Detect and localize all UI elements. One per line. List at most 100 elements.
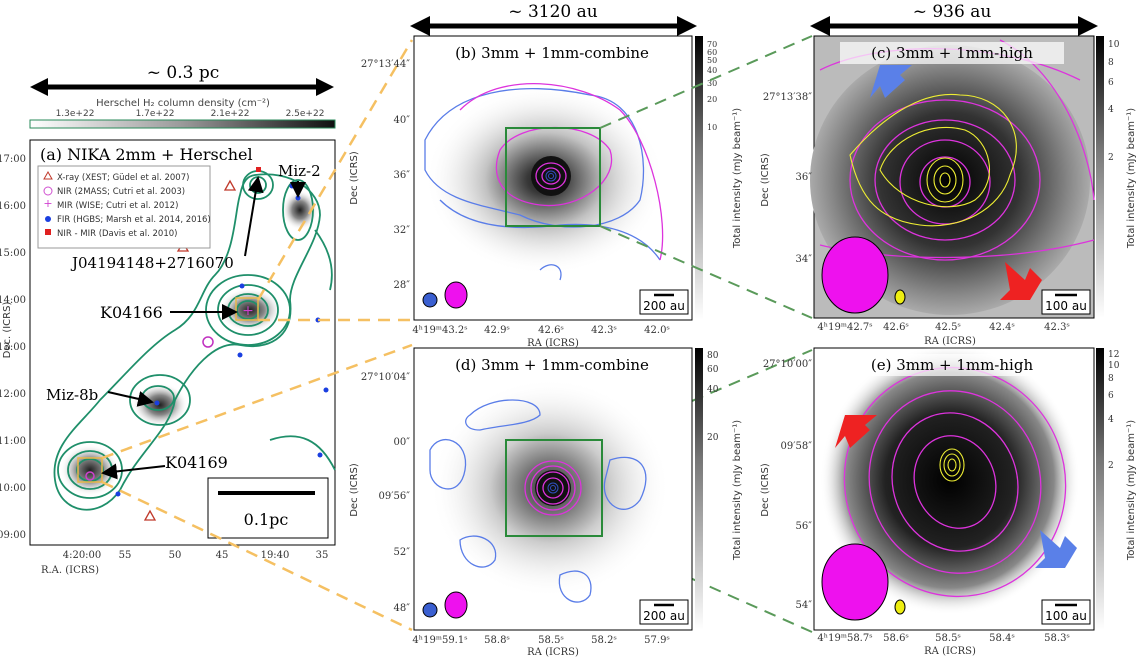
panel-e-cbar-tick: 12 [1108, 350, 1119, 360]
panel-b-ylabel: Dec (ICRS) [349, 151, 360, 205]
panel-b-xtick: 42.6ˢ [538, 325, 564, 336]
panel-b-cbar-tick: 70 [707, 40, 717, 49]
panel-a-xlabel: R.A. (ICRS) [41, 565, 99, 576]
panel-c-title: (c) 3mm + 1mm-high [871, 44, 1033, 62]
panel-d-cbar-tick: 80 [707, 351, 719, 361]
panel-e-ytick: 09′58″ [781, 441, 813, 452]
panel-b-ytick: 32″ [394, 225, 411, 236]
scale-label-right: ~ 936 au [913, 2, 992, 22]
panel-e-cbar-label: Total intensity (mJy beam⁻¹) [1126, 420, 1137, 561]
svg-text:+: + [242, 303, 254, 319]
panel-c-ytick: 36″ [796, 172, 813, 183]
panel-e-xtick: 58.3ˢ [1044, 633, 1070, 644]
panel-e-xtick: 58.4ˢ [989, 633, 1015, 644]
panel-e-cbar-tick: 8 [1108, 374, 1114, 384]
panel-c-scalebar: 100 au [1045, 299, 1087, 313]
panel-d-ylabel: Dec (ICRS) [349, 463, 360, 517]
panel-e-title: (e) 3mm + 1mm-high [871, 356, 1034, 374]
herschel-cbar-title: Herschel H₂ column density (cm⁻²) [96, 98, 270, 109]
panel-a-ytick: 11:00 [0, 436, 26, 447]
panel-a-ytick: 09:00 [0, 530, 26, 541]
panel-b-ytick: 28″ [394, 280, 411, 291]
panel-d-ytick: 52″ [394, 547, 411, 558]
panel-c-cbar-label: Total intensity (mJy beam⁻¹) [1126, 108, 1137, 249]
panel-c-cbar-tick: 8 [1108, 58, 1114, 68]
legend-mir: MIR (WISE; Cutri et al. 2012) [57, 201, 178, 211]
panel-a-scalebar: 0.1pc [244, 510, 289, 529]
panel-b-cbar-tick: 20 [707, 95, 717, 104]
panel-a: + + X-ray (XEST; Güdel et al. 2007) NIR … [29, 139, 336, 546]
panel-a-ytick: 27:10:00 [0, 483, 26, 494]
panel-d-cbar-tick: 20 [707, 433, 719, 443]
panel-c-cbar-tick: 4 [1108, 105, 1114, 115]
herschel-cbar-tick-0: 1.3e+22 [56, 109, 95, 119]
panel-b-xtick: 42.0ˢ [644, 325, 670, 336]
panel-a-ytick: 15:00 [0, 248, 26, 259]
panel-c-xtick: 42.4ˢ [989, 322, 1015, 333]
svg-text:+: + [43, 197, 52, 210]
panel-a-xtick: 4:20:00 [63, 550, 102, 561]
panel-a-title: (a) NIKA 2mm + Herschel [40, 145, 253, 164]
panel-a-xtick: 35 [316, 550, 329, 561]
panel-e-ylabel: Dec (ICRS) [760, 463, 771, 517]
panel-b-title: (b) 3mm + 1mm-combine [455, 44, 649, 62]
panel-e-xlabel: RA (ICRS) [924, 646, 976, 657]
panel-a-ytick: 12:00 [0, 389, 26, 400]
panel-d-xlabel: RA (ICRS) [527, 647, 579, 658]
panel-b-ytick: 27°13′44″ [361, 59, 410, 70]
panel-d-cbar-tick: 60 [707, 365, 719, 375]
panel-d-xtick: 4ʰ19ᵐ59.1ˢ [412, 635, 467, 646]
panel-a-ytick: 16:00 [0, 201, 26, 212]
panel-b-cbar-tick: 40 [707, 66, 717, 75]
label-j0419: J04194148+2716070 [70, 254, 234, 272]
label-k04166: K04166 [100, 303, 163, 322]
panel-c-cbar-tick: 6 [1108, 78, 1114, 88]
panel-b-cbar-tick: 60 [707, 48, 717, 57]
panel-d-ytick: 27°10′04″ [361, 372, 410, 383]
scale-label-mid: ~ 3120 au [508, 2, 597, 22]
panel-b-xtick: 42.9ˢ [484, 325, 510, 336]
panel-e-cbar-tick: 2 [1108, 461, 1114, 471]
label-miz2: Miz-2 [278, 162, 321, 180]
panel-d: (d) 3mm + 1mm-combine 200 au [413, 347, 703, 631]
panel-e-ytick: 56″ [796, 521, 813, 532]
panel-e: (e) 3mm + 1mm-high 100 au [813, 345, 1104, 631]
panel-a-xtick: 19:40 [261, 550, 290, 561]
panel-c-xlabel: RA (ICRS) [924, 336, 976, 347]
panel-a-xtick: 55 [119, 550, 132, 561]
panel-b: (b) 3mm + 1mm-combine 200 au [413, 35, 703, 321]
panel-c: (c) 3mm + 1mm-high 100 au [810, 35, 1104, 319]
panel-e-xtick: 58.6ˢ [883, 633, 909, 644]
panel-c-ytick: 34″ [796, 254, 813, 265]
panel-e-xtick: 4ʰ19ᵐ58.7ˢ [817, 633, 872, 644]
panel-d-xtick: 58.5ˢ [538, 635, 564, 646]
panel-c-xtick: 4ʰ19ᵐ42.7ˢ [817, 322, 872, 333]
panel-d-ytick: 48″ [394, 603, 411, 614]
panel-e-cbar-tick: 10 [1108, 361, 1120, 371]
panel-c-xtick: 42.5ˢ [935, 322, 961, 333]
panel-a-ytick: 13:00 [0, 342, 26, 353]
panel-e-cbar-tick: 4 [1108, 415, 1114, 425]
herschel-colorbar [29, 119, 336, 129]
legend-fir: FIR (HGBS; Marsh et al. 2014, 2016) [57, 215, 211, 225]
panel-a-ytick: 17:00 [0, 154, 26, 165]
panel-c-cbar-tick: 2 [1108, 153, 1114, 163]
panel-c-ytick: 27°13′38″ [763, 92, 812, 103]
panel-b-cbar-tick: 30 [707, 79, 717, 88]
herschel-cbar-tick-1: 1.7e+22 [136, 109, 175, 119]
panel-d-xtick: 58.8ˢ [484, 635, 510, 646]
panel-b-ytick: 36″ [394, 170, 411, 181]
legend-xray: X-ray (XEST; Güdel et al. 2007) [57, 173, 189, 183]
panel-d-title: (d) 3mm + 1mm-combine [455, 356, 649, 374]
legend-nir: NIR (2MASS; Cutri et al. 2003) [57, 187, 185, 197]
label-miz8b: Miz-8b [46, 386, 98, 404]
panel-e-scalebar: 100 au [1045, 609, 1087, 623]
label-k04169: K04169 [165, 453, 228, 472]
panel-b-xlabel: RA (ICRS) [527, 338, 579, 349]
panel-d-xtick: 58.2ˢ [591, 635, 617, 646]
panel-d-xtick: 57.9ˢ [644, 635, 670, 646]
panel-a-xtick: 45 [216, 550, 229, 561]
panel-d-ytick: 09′56″ [379, 491, 411, 502]
panel-d-scalebar: 200 au [643, 609, 685, 623]
legend-nir-mir: NIR - MIR (Davis et al. 2010) [57, 229, 177, 239]
